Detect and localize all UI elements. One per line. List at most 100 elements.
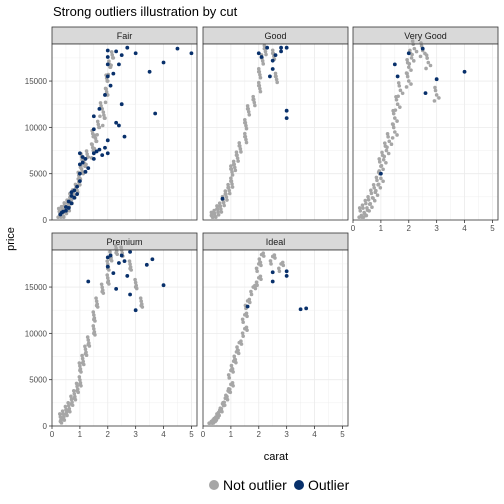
point-not-outlier xyxy=(410,53,414,57)
point-outlier xyxy=(134,308,138,312)
y-tick-label: 0 xyxy=(43,422,48,431)
point-not-outlier xyxy=(399,89,403,93)
point-outlier xyxy=(117,124,121,128)
point-not-outlier xyxy=(368,202,372,206)
point-not-outlier xyxy=(381,167,385,171)
point-outlier xyxy=(109,254,113,258)
y-axis-title: price xyxy=(5,227,17,251)
point-not-outlier xyxy=(395,119,399,123)
point-outlier xyxy=(128,250,132,254)
point-outlier xyxy=(117,261,121,265)
point-outlier xyxy=(78,179,82,183)
point-outlier xyxy=(268,75,272,79)
x-tick-label: 4 xyxy=(161,430,166,439)
point-not-outlier xyxy=(391,136,395,140)
facet-strip-label: Premium xyxy=(106,237,142,247)
point-outlier xyxy=(271,67,275,71)
point-not-outlier xyxy=(410,56,414,60)
point-not-outlier xyxy=(216,416,220,420)
x-tick-label: 5 xyxy=(340,430,345,439)
point-outlier xyxy=(109,84,113,88)
point-not-outlier xyxy=(382,155,386,159)
point-not-outlier xyxy=(408,62,412,66)
point-not-outlier xyxy=(360,215,364,219)
point-outlier xyxy=(265,46,269,50)
point-outlier xyxy=(463,70,467,74)
y-tick-label: 5000 xyxy=(29,170,47,179)
y-tick-label: 5000 xyxy=(29,376,47,385)
point-not-outlier xyxy=(435,93,439,97)
point-not-outlier xyxy=(269,262,273,266)
point-outlier xyxy=(190,51,194,55)
point-not-outlier xyxy=(228,192,232,196)
x-tick-label: 0 xyxy=(50,430,55,439)
point-not-outlier xyxy=(141,305,145,309)
point-not-outlier xyxy=(241,320,245,324)
facet-fair: Fair050001000015000 xyxy=(25,27,197,225)
point-not-outlier xyxy=(225,396,229,400)
point-not-outlier xyxy=(104,101,108,105)
point-not-outlier xyxy=(97,126,101,130)
point-not-outlier xyxy=(225,198,229,202)
point-not-outlier xyxy=(217,213,221,217)
point-not-outlier xyxy=(96,305,100,309)
point-outlier xyxy=(70,201,74,205)
point-outlier xyxy=(106,151,110,155)
legend-label-not-outlier: Not outlier xyxy=(223,477,287,493)
point-outlier xyxy=(150,257,154,261)
point-not-outlier xyxy=(363,212,367,216)
point-not-outlier xyxy=(381,179,385,183)
point-outlier xyxy=(106,49,110,53)
point-outlier xyxy=(299,307,303,311)
point-outlier xyxy=(106,75,110,79)
point-not-outlier xyxy=(236,159,240,163)
point-not-outlier xyxy=(213,420,217,424)
point-not-outlier xyxy=(236,348,240,352)
point-not-outlier xyxy=(227,376,231,380)
point-outlier xyxy=(92,127,96,131)
point-not-outlier xyxy=(405,85,409,89)
facet-good: Good xyxy=(203,27,348,220)
point-outlier xyxy=(84,170,88,174)
point-not-outlier xyxy=(104,87,108,91)
point-outlier xyxy=(120,53,124,57)
point-not-outlier xyxy=(231,173,235,177)
point-not-outlier xyxy=(222,204,226,208)
point-not-outlier xyxy=(393,130,397,134)
point-not-outlier xyxy=(415,50,419,54)
point-outlier xyxy=(120,102,124,106)
point-not-outlier xyxy=(234,361,238,365)
point-outlier xyxy=(75,185,79,189)
point-not-outlier xyxy=(364,202,368,206)
x-tick-label: 5 xyxy=(189,430,194,439)
point-not-outlier xyxy=(374,189,378,193)
point-not-outlier xyxy=(407,79,411,83)
x-tick-label: 3 xyxy=(133,430,138,439)
facet-very-good: Very Good0 1 2 3 4 5 xyxy=(351,27,498,233)
x-tick-label: 5 xyxy=(490,224,495,233)
point-not-outlier xyxy=(109,64,113,68)
point-outlier xyxy=(78,151,82,155)
point-outlier xyxy=(379,172,383,176)
point-not-outlier xyxy=(391,122,395,126)
point-not-outlier xyxy=(82,363,86,367)
point-outlier xyxy=(176,47,180,51)
point-outlier xyxy=(78,172,82,176)
point-not-outlier xyxy=(250,293,254,297)
point-not-outlier xyxy=(397,84,401,88)
point-not-outlier xyxy=(401,91,405,95)
point-not-outlier xyxy=(380,164,384,168)
point-not-outlier xyxy=(230,367,234,371)
point-outlier xyxy=(260,55,264,59)
point-not-outlier xyxy=(111,56,115,60)
point-not-outlier xyxy=(376,193,380,197)
point-outlier xyxy=(98,148,102,152)
point-not-outlier xyxy=(245,141,249,145)
point-outlier xyxy=(81,161,85,165)
point-not-outlier xyxy=(434,89,438,93)
point-not-outlier xyxy=(239,150,243,154)
point-not-outlier xyxy=(101,124,105,128)
legend: Not outlier Outlier xyxy=(209,477,350,493)
point-not-outlier xyxy=(361,206,365,210)
point-not-outlier xyxy=(377,182,381,186)
